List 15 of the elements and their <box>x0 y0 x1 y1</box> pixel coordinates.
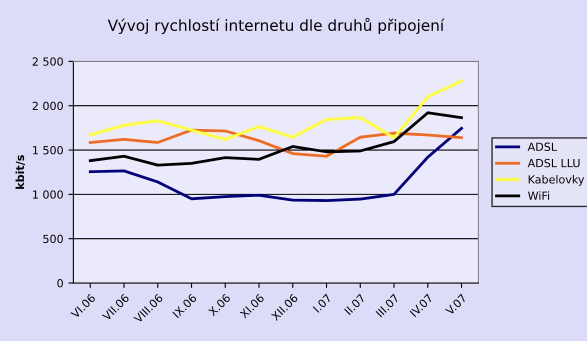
y-tick-label: 1 000 <box>33 190 63 199</box>
legend-label: ADSL <box>528 142 557 151</box>
y-tick-label: 0 <box>57 279 63 288</box>
line-series <box>88 128 463 158</box>
legend-label: Kabelovky <box>528 174 584 186</box>
legend-label: WiFi <box>528 191 550 200</box>
legend-label: ADSL LLU <box>528 158 580 168</box>
line-series <box>88 79 463 141</box>
y-tick-label: 2 500 <box>32 57 63 66</box>
y-axis-title: kbit/s <box>16 155 26 189</box>
line-series <box>88 126 463 202</box>
y-tick-label: 2 000 <box>32 102 63 110</box>
y-tick-label: 500 <box>43 234 63 244</box>
chart-title: Vývoj rychlostí internetu dle druhů připojení <box>108 18 445 34</box>
y-tick-label: 1 500 <box>33 146 63 154</box>
